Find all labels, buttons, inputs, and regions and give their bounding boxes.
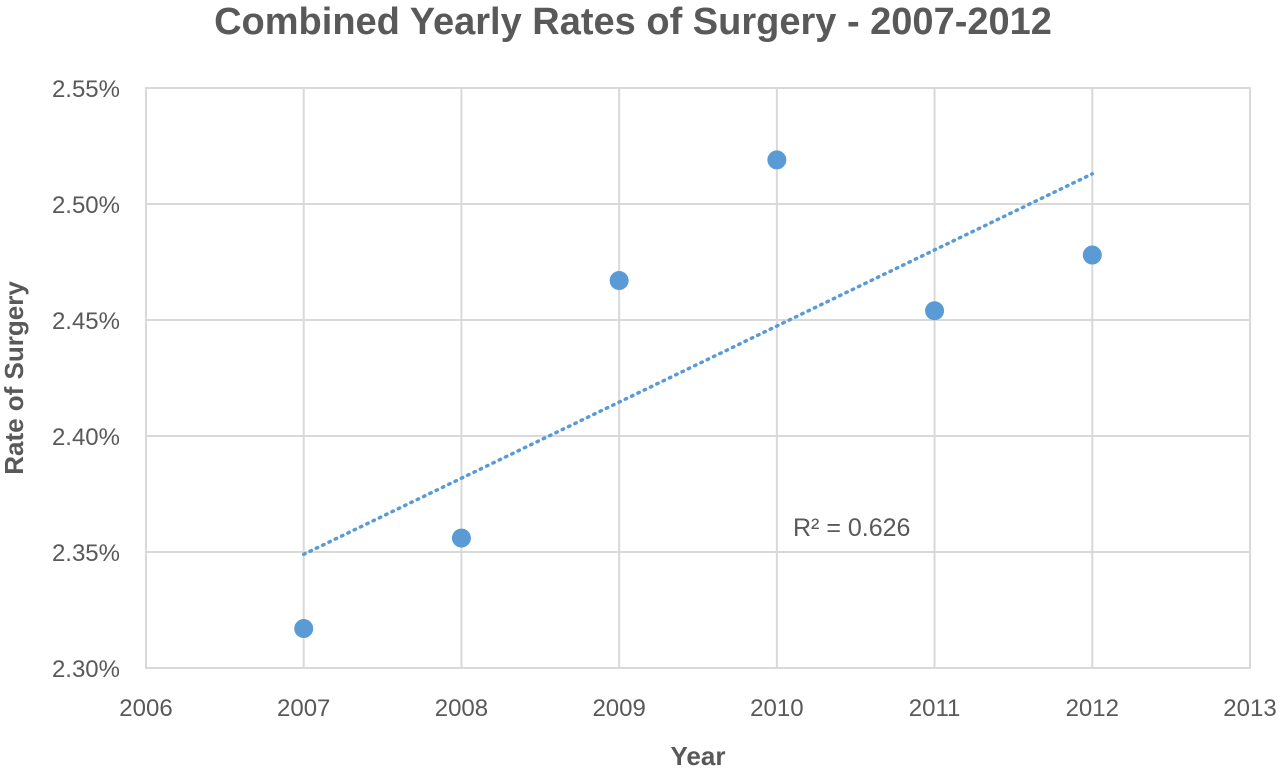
- tick-labels: 2006 2007 2008 2009 2010 2011 2012 2013 2.30% 2.3…: [52, 76, 1277, 722]
- r-squared-annotation: R² = 0.626: [793, 514, 910, 542]
- data-point: [767, 150, 787, 170]
- x-tick-label: 2011: [909, 695, 961, 722]
- data-point: [294, 619, 314, 639]
- y-tick-label: 2.40%: [52, 424, 120, 451]
- x-tick-label: 2008: [435, 695, 488, 722]
- x-tick-label: 2009: [592, 695, 645, 722]
- y-tick-label: 2.45%: [52, 308, 120, 335]
- x-tick-label: 2007: [277, 695, 330, 722]
- x-tick-label: 2013: [1223, 695, 1276, 722]
- plot-area: [145, 87, 1251, 669]
- data-point: [609, 271, 629, 291]
- data-point: [925, 301, 945, 321]
- chart-title: Combined Yearly Rates of Surgery - 2007-…: [214, 1, 1052, 43]
- linear-trendline: [301, 172, 1095, 557]
- x-tick-label: 2012: [1066, 695, 1119, 722]
- y-tick-label: 2.30%: [52, 656, 120, 683]
- data-points: [294, 150, 1102, 639]
- trendline-group: [301, 172, 1095, 557]
- x-axis-title: Year: [671, 741, 726, 768]
- y-tick-label: 2.35%: [52, 540, 120, 567]
- data-point: [1082, 245, 1102, 265]
- data-point: [451, 528, 471, 548]
- y-tick-label: 2.50%: [52, 192, 120, 219]
- x-tick-label: 2010: [750, 695, 803, 722]
- y-tick-label: 2.55%: [52, 76, 120, 103]
- x-tick-label: 2006: [119, 695, 172, 722]
- grid-lines: [145, 87, 1251, 669]
- y-axis-title: Rate of Surgery: [0, 281, 29, 475]
